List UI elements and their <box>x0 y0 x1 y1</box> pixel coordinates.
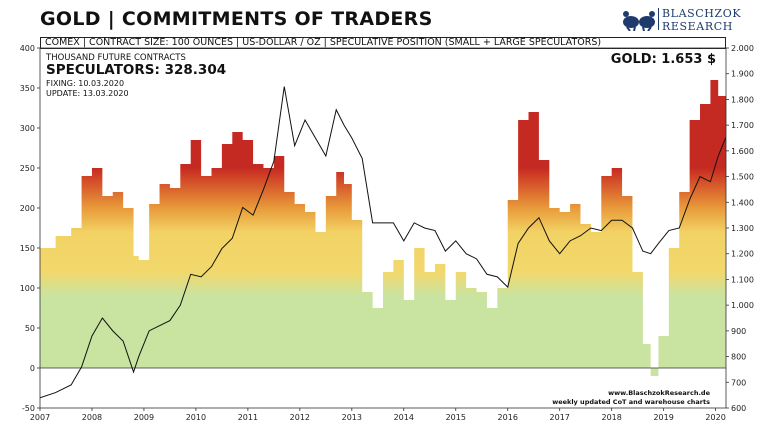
source-url: www.BlaschzokResearch.de <box>608 389 710 397</box>
chart-title: GOLD | COMMITMENTS OF TRADERS <box>40 8 433 30</box>
left-tick-label: 50 <box>25 324 35 333</box>
x-tick-label: 2020 <box>705 413 725 422</box>
left-tick-label: 350 <box>20 84 35 93</box>
right-tick-label: 1.200 <box>731 250 754 259</box>
right-tick-label: 1.700 <box>731 121 754 130</box>
source-note: weekly updated CoT and warehouse charts <box>552 398 710 406</box>
positions-area-group <box>40 80 726 376</box>
x-tick-label: 2016 <box>498 413 518 422</box>
bull-bear-logo-icon <box>623 11 655 31</box>
left-tick-label: 250 <box>20 164 35 173</box>
gold-price-line <box>40 86 726 399</box>
right-tick-label: 1.600 <box>731 147 754 156</box>
right-tick-label: 1.100 <box>731 275 754 284</box>
logo-divider <box>658 8 659 30</box>
left-tick-label: 100 <box>20 284 35 293</box>
right-tick-label: 600 <box>731 404 746 413</box>
x-tick-label: 2013 <box>342 413 362 422</box>
x-tick-label: 2009 <box>134 413 154 422</box>
x-tick-label: 2010 <box>186 413 206 422</box>
speculators-value: SPECULATORS: 328.304 <box>46 62 227 78</box>
left-axis-ticks: -50 0 50 100 150 200 250 300 350 400 <box>20 44 40 413</box>
x-tick-label: 2019 <box>653 413 673 422</box>
x-tick-label: 2011 <box>238 413 258 422</box>
x-tick-label: 2017 <box>550 413 570 422</box>
left-tick-label: 0 <box>30 364 35 373</box>
x-tick-label: 2007 <box>30 413 50 422</box>
right-axis-ticks: 600 700 800 900 1.000 1.100 1.200 1.300 1.400 1.5… <box>726 44 754 413</box>
left-tick-label: 300 <box>20 124 35 133</box>
right-tick-label: 1.300 <box>731 224 754 233</box>
x-axis-ticks: 2007 2008 2009 2010 2011 2012 2013 2014 2015 2016… <box>30 408 726 422</box>
logo-text-line1: BLASCHZOK <box>662 7 742 20</box>
right-tick-label: 800 <box>731 353 746 362</box>
right-tick-label: 1.000 <box>731 301 754 310</box>
right-tick-label: 1.500 <box>731 173 754 182</box>
logo-text-line2: RESEARCH <box>662 20 733 33</box>
right-tick-label: 2.000 <box>731 44 754 53</box>
brand-logo: BLASCHZOK RESEARCH <box>622 4 741 34</box>
right-tick-label: 900 <box>731 327 746 336</box>
units-label: THOUSAND FUTURE CONTRACTS <box>46 53 186 63</box>
gold-price-label: GOLD: 1.653 $ <box>610 52 716 67</box>
x-tick-label: 2012 <box>290 413 310 422</box>
left-tick-label: 400 <box>20 44 35 53</box>
x-tick-label: 2018 <box>601 413 621 422</box>
fixing-date: FIXING: 10.03.2020 <box>46 79 125 88</box>
right-tick-label: 1.800 <box>731 95 754 104</box>
gold-line-group <box>40 86 726 399</box>
right-tick-label: 700 <box>731 378 746 387</box>
update-date: UPDATE: 13.03.2020 <box>46 89 129 98</box>
left-tick-label: -50 <box>22 404 35 413</box>
contract-spec-bar: COMEX | CONTRACT SIZE: 100 OUNCES | US-D… <box>40 37 726 49</box>
speculators-position-area <box>40 80 726 376</box>
x-tick-label: 2015 <box>446 413 466 422</box>
left-tick-label: 200 <box>20 204 35 213</box>
right-tick-label: 1.400 <box>731 198 754 207</box>
right-tick-label: 1.900 <box>731 70 754 79</box>
x-tick-label: 2014 <box>394 413 414 422</box>
x-tick-label: 2008 <box>82 413 102 422</box>
left-tick-label: 150 <box>20 244 35 253</box>
